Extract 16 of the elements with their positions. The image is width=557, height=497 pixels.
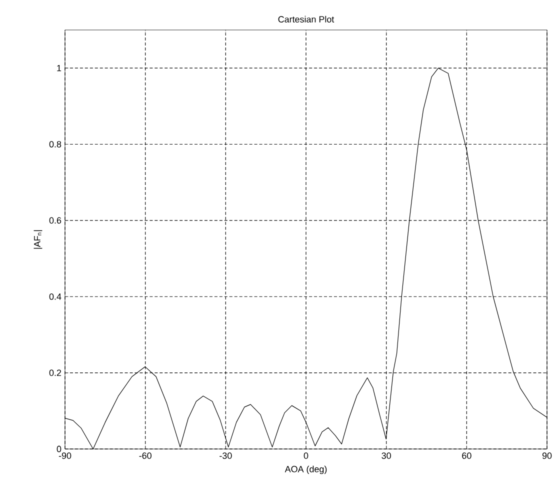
y-axis-title: |AF$_{n}$| (34, 230, 42, 249)
y-tick-label: 0.2 (49, 370, 62, 376)
x-tick-label: -30 (220, 452, 232, 459)
x-tick-label: -90 (58, 452, 72, 459)
x-axis-title: AOA (deg) (284, 466, 327, 474)
x-tick-label: 90 (542, 452, 552, 459)
x-tick-label: -60 (139, 452, 152, 459)
x-tick-label: 60 (462, 452, 472, 459)
y-tick-label: 0.6 (49, 217, 62, 224)
x-tick-label: 30 (382, 452, 391, 459)
y-tick-label: 1 (57, 64, 62, 72)
chart-title: Cartesian Plot (278, 16, 334, 22)
y-tick-label: 0.4 (49, 293, 62, 300)
x-tick-label: 0 (304, 452, 308, 459)
y-tick-label: 0 (56, 446, 62, 452)
y-tick-label: 0.8 (49, 141, 62, 148)
